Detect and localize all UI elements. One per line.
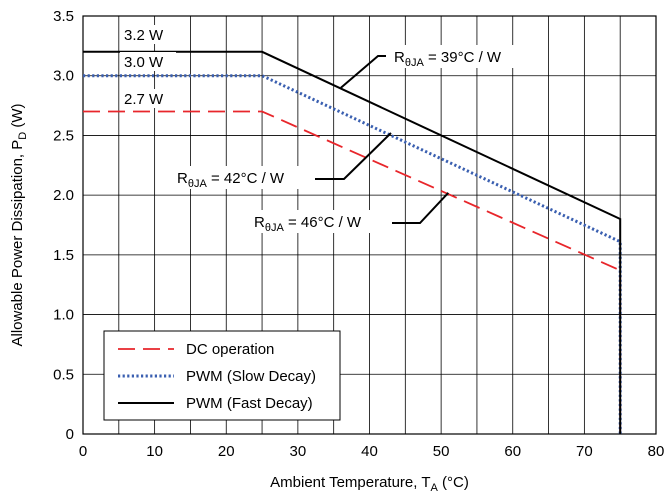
x-tick-label: 20 (218, 443, 235, 460)
plot-frame (82, 15, 657, 435)
annotation-bg (120, 52, 176, 71)
annotation-bg (120, 25, 176, 44)
legend-label-fast-decay: PWM (Fast Decay) (186, 395, 313, 412)
annotation-leader-r46 (392, 192, 450, 224)
x-tick-label: 70 (576, 443, 593, 460)
x-tick-label: 80 (648, 443, 665, 460)
x-tick-label: 10 (146, 443, 163, 460)
y-axis-label: Allowable Power Dissipation, PD (W) (9, 103, 29, 346)
y-tick-label: 0 (66, 426, 74, 443)
annotation-bg (251, 210, 389, 233)
legend-label-dc: DC operation (186, 341, 274, 358)
y-tick-label: 1.5 (53, 247, 74, 264)
annotation-level-fast: 3.2 W (124, 27, 164, 44)
annotation-bg (120, 89, 176, 108)
series-pwm-slow-decay (83, 74, 622, 434)
annotation-layer: 3.2 W 3.0 W 2.7 W RθJA = 39°C / W RθJA = 42°… (120, 25, 529, 234)
annotation-r39: RθJA = 39°C / W (394, 49, 502, 69)
x-tick-label: 30 (290, 443, 307, 460)
y-tick-label: 2.0 (53, 187, 74, 204)
series-layer (83, 50, 622, 434)
annotation-bg (391, 45, 529, 68)
tick-labels: 0 10 20 30 40 50 60 70 80 0 0.5 1.0 1.5 2.0 2.5 3.0 3.5 (53, 8, 664, 460)
series-pwm-fast-decay (83, 50, 622, 434)
y-tick-label: 2.5 (53, 127, 74, 144)
x-tick-label: 0 (79, 443, 87, 460)
annotation-level-dc: 2.7 W (124, 91, 164, 108)
legend-label-slow-decay: PWM (Slow Decay) (186, 368, 316, 385)
annotation-r46: RθJA = 46°C / W (254, 214, 362, 234)
x-tick-label: 50 (433, 443, 450, 460)
annotation-r42: RθJA = 42°C / W (177, 170, 285, 190)
annotation-leader-r42 (315, 132, 392, 180)
y-tick-label: 1.0 (53, 307, 74, 324)
y-tick-label: 0.5 (53, 366, 74, 383)
annotation-level-slow: 3.0 W (124, 54, 164, 71)
y-tick-label: 3.5 (53, 8, 74, 25)
legend-box (103, 330, 341, 421)
annotation-leader-r39 (340, 55, 386, 89)
x-tick-label: 60 (504, 443, 521, 460)
x-tick-label: 40 (361, 443, 378, 460)
annotation-bg (174, 166, 312, 189)
legend: DC operation PWM (Slow Decay) PWM (Fast … (103, 330, 341, 421)
y-tick-label: 3.0 (53, 68, 74, 85)
x-axis-label: Ambient Temperature, TA (°C) (270, 474, 469, 494)
